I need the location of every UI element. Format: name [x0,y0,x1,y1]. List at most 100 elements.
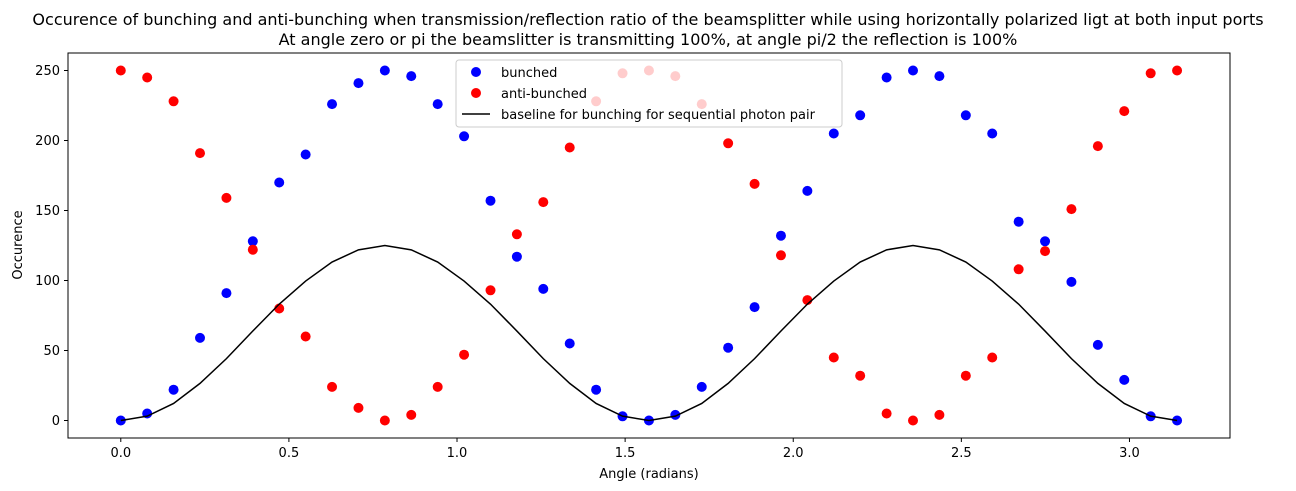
data-point-anti-bunched [300,331,311,342]
data-point-bunched [775,230,786,241]
series-line-baseline-for-bunching-for-sequential-photon-pair [120,244,1178,422]
data-point-bunched [855,110,866,121]
data-point-bunched [274,177,285,188]
data-point-bunched [300,149,311,160]
data-point-bunched [828,128,839,139]
data-point-anti-bunched [1119,106,1130,117]
legend-label-bunched: bunched [501,66,557,81]
data-point-bunched [670,409,681,420]
data-point-anti-bunched [511,229,522,240]
data-point-anti-bunched [247,244,258,255]
x-tick-label: 2.5 [951,446,972,461]
data-point-bunched [934,71,945,82]
data-point-bunched [115,415,126,426]
data-point-anti-bunched [221,192,232,203]
data-point-anti-bunched [1013,264,1024,275]
y-tick-label: 0 [52,414,60,429]
axes-frame [67,52,1231,439]
y-axis-label: Occurence [11,210,26,279]
data-point-anti-bunched [908,415,919,426]
data-point-bunched [1013,216,1024,227]
data-point-bunched [195,332,206,343]
data-point-bunched [960,110,971,121]
data-point-anti-bunched [195,148,206,159]
legend-label-baseline: baseline for bunching for sequential pho… [501,108,816,123]
x-tick-label: 0.5 [279,446,300,461]
data-point-anti-bunched [538,197,549,208]
data-point-bunched [168,384,179,395]
data-point-bunched [459,131,470,142]
data-point-anti-bunched [1040,246,1051,257]
chart-subtitle: At angle zero or pi the beamslitter is t… [279,30,1018,49]
data-point-bunched [908,65,919,76]
data-point-bunched [221,288,232,299]
data-point-anti-bunched [485,285,496,296]
data-point-anti-bunched [564,142,575,153]
y-tick-label: 100 [35,274,60,289]
data-point-anti-bunched [1145,68,1156,79]
data-point-bunched [485,195,496,206]
data-point-anti-bunched [855,370,866,381]
x-tick-label: 3.0 [1119,446,1140,461]
data-point-bunched [1040,236,1051,247]
y-tick-label: 250 [35,64,60,79]
x-axis-label: Angle (radians) [599,467,698,482]
chart-title: Occurence of bunching and anti-bunching … [32,10,1263,29]
x-tick-label: 2.0 [783,446,804,461]
legend-marker-bunched [471,67,481,77]
data-point-anti-bunched [142,72,153,83]
data-point-bunched [1119,374,1130,385]
data-point-anti-bunched [960,370,971,381]
data-point-bunched [247,236,258,247]
x-tick-label: 0.0 [110,446,131,461]
x-tick-label: 1.5 [615,446,636,461]
data-point-bunched [802,185,813,196]
data-point-bunched [379,65,390,76]
y-axis: 0 50 100 150 200 250 [35,64,68,429]
data-point-bunched [564,338,575,349]
data-point-bunched [723,342,734,353]
data-point-anti-bunched [1066,204,1077,215]
y-tick-label: 150 [35,204,60,219]
y-tick-label: 50 [43,344,60,359]
data-point-anti-bunched [327,381,338,392]
data-point-bunched [1066,276,1077,287]
data-point-bunched [538,283,549,294]
data-point-bunched [881,72,892,83]
data-point-anti-bunched [881,408,892,419]
data-point-anti-bunched [1092,141,1103,152]
data-point-bunched [591,384,602,395]
legend: bunched anti-bunched baseline for bunchi… [455,59,843,128]
data-point-anti-bunched [432,381,443,392]
data-point-anti-bunched [775,250,786,261]
legend-label-anti-bunched: anti-bunched [501,87,587,102]
legend-box [455,59,843,128]
data-point-anti-bunched [934,409,945,420]
data-point-bunched [327,99,338,110]
data-point-anti-bunched [168,96,179,107]
data-point-bunched [406,71,417,82]
y-tick-label: 200 [35,134,60,149]
data-point-anti-bunched [459,349,470,360]
data-point-bunched [353,78,364,89]
data-point-anti-bunched [115,65,126,76]
data-point-bunched [749,302,760,313]
series-baseline-for-bunching-for-sequential-photon-pair [120,244,1178,422]
data-point-anti-bunched [828,352,839,363]
data-point-anti-bunched [723,138,734,149]
legend-marker-anti-bunched [471,88,481,98]
data-point-anti-bunched [1172,65,1183,76]
data-point-anti-bunched [749,178,760,189]
data-point-anti-bunched [353,402,364,413]
data-point-bunched [432,99,443,110]
data-point-anti-bunched [406,409,417,420]
data-point-bunched [696,381,707,392]
data-point-bunched [511,251,522,262]
data-point-anti-bunched [379,415,390,426]
data-point-bunched [987,128,998,139]
data-point-bunched [1092,339,1103,350]
x-axis: 0.0 0.5 1.0 1.5 2.0 2.5 3.0 [110,438,1140,461]
data-point-anti-bunched [987,352,998,363]
x-tick-label: 1.0 [447,446,468,461]
